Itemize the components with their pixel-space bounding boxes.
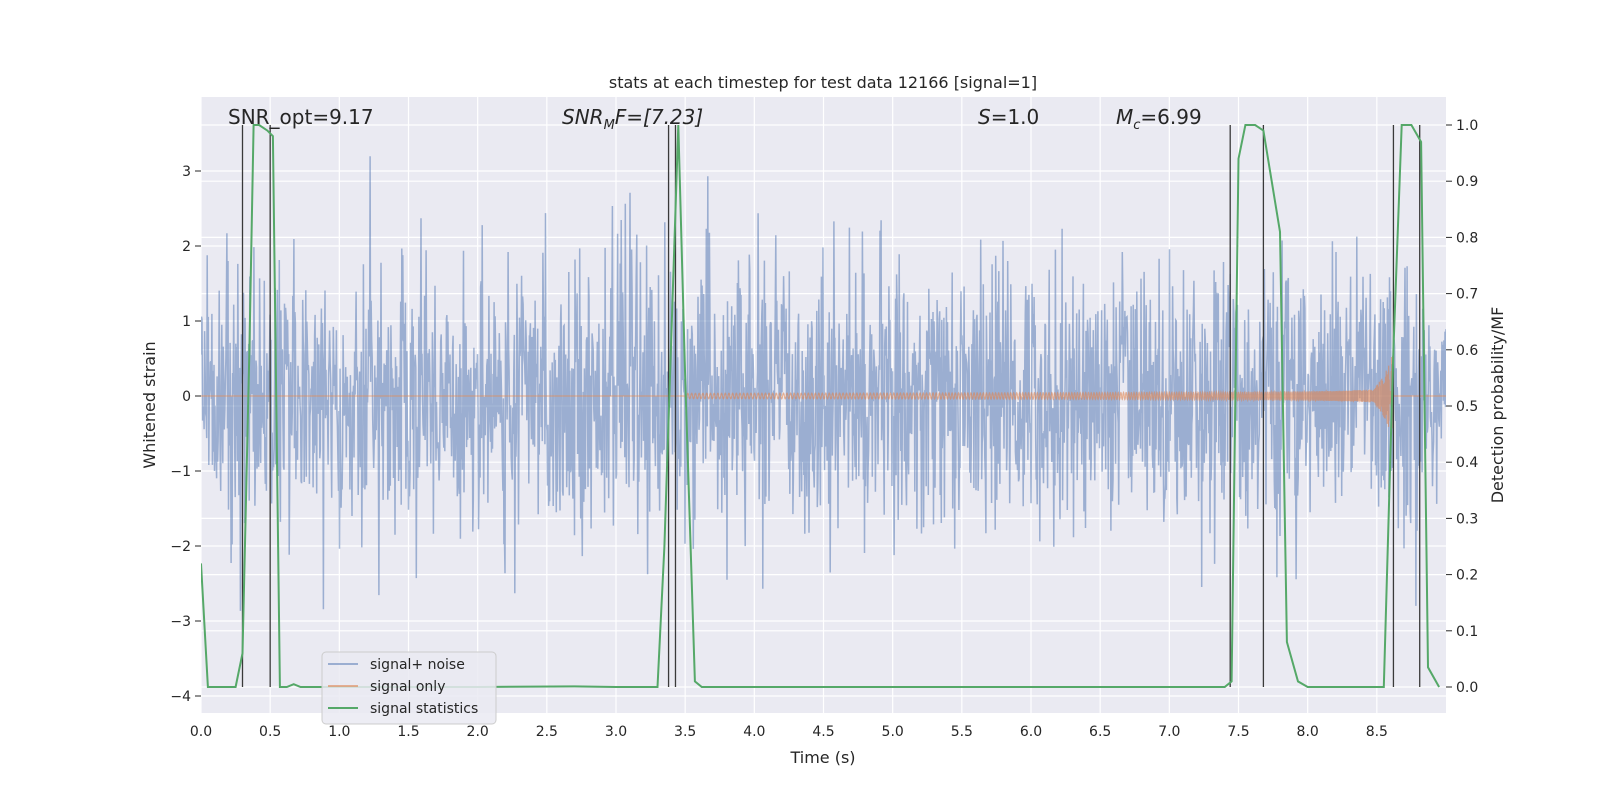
y-tick-label: 0	[182, 389, 191, 405]
annotation-mc: Mc=6.99	[1116, 105, 1202, 133]
y2-tick-label: 0.4	[1456, 455, 1478, 471]
x-tick-label: 6.0	[1020, 724, 1042, 740]
y-tick-label: −4	[170, 689, 191, 705]
x-tick-label: 3.5	[674, 724, 696, 740]
y-tick-label: −3	[170, 614, 191, 630]
y2-axis-label: Detection probability/MF	[1488, 307, 1507, 504]
x-tick-label: 5.0	[882, 724, 904, 740]
legend-label-signal-noise: signal+ noise	[370, 657, 465, 673]
y2-tick-label: 0.3	[1456, 511, 1478, 527]
x-tick-label: 8.0	[1297, 724, 1319, 740]
y-tick-label: 3	[182, 164, 191, 180]
chart-title: stats at each timestep for test data 121…	[609, 73, 1037, 92]
series-signal-noise	[201, 156, 1446, 611]
x-tick-label: 6.5	[1089, 724, 1111, 740]
x-tick-label: 3.0	[605, 724, 627, 740]
y-axis-ticks: −4 −3 −2 −1 0 1 2 3	[170, 164, 201, 705]
x-axis-label: Time (s)	[789, 748, 855, 767]
y-tick-label: 2	[182, 239, 191, 255]
legend-box	[321, 651, 497, 725]
y-axis-label: Whitened strain	[140, 341, 159, 468]
y-tick-label: −2	[170, 539, 191, 555]
series-signal-statistics	[201, 124, 1440, 688]
y2-tick-label: 0.0	[1456, 680, 1478, 696]
series-signal-only	[201, 355, 1446, 435]
x-tick-label: 0.5	[259, 724, 281, 740]
x-tick-label: 2.5	[536, 724, 558, 740]
x-tick-label: 0.0	[190, 724, 212, 740]
y2-tick-label: 0.6	[1456, 343, 1478, 359]
x-tick-label: 2.0	[467, 724, 489, 740]
y2-tick-label: 0.9	[1456, 174, 1478, 190]
x-tick-label: 7.5	[1227, 724, 1249, 740]
x-tick-label: 4.0	[743, 724, 765, 740]
x-tick-label: 1.5	[397, 724, 419, 740]
y-tick-label: 1	[182, 314, 191, 330]
y-tick-label: −1	[170, 464, 191, 480]
x-tick-label: 1.0	[328, 724, 350, 740]
x-axis-ticks: 0.0 0.5 1.0 1.5 2.0 2.5 3.0 3.5 4.0 4.5 5.0 5.5 6.0 6…	[190, 724, 1388, 740]
y2-tick-label: 0.2	[1456, 568, 1478, 584]
y2-tick-label: 0.8	[1456, 230, 1478, 246]
annotation-snr-mf: SNRMF=[7.23]	[562, 105, 703, 133]
y2-tick-label: 0.5	[1456, 399, 1478, 415]
annotation-s: S=1.0	[978, 105, 1039, 129]
x-tick-label: 4.5	[812, 724, 834, 740]
y2-tick-label: 0.7	[1456, 287, 1478, 303]
legend-label-signal-only: signal only	[370, 679, 445, 695]
y2-tick-label: 0.1	[1456, 624, 1478, 640]
annotation-snr-opt: SNR_opt=9.17	[228, 105, 374, 129]
x-tick-label: 7.0	[1158, 724, 1180, 740]
x-tick-label: 5.5	[951, 724, 973, 740]
y2-tick-label: 1.0	[1456, 118, 1478, 134]
x-tick-label: 8.5	[1366, 724, 1388, 740]
y2-axis-ticks: 0.0 0.1 0.2 0.3 0.4 0.5 0.6 0.7 0.8 0.9 1.0	[1446, 118, 1478, 696]
legend: signal+ noise signal only signal statist…	[321, 651, 497, 725]
legend-label-signal-statistics: signal statistics	[370, 701, 478, 717]
